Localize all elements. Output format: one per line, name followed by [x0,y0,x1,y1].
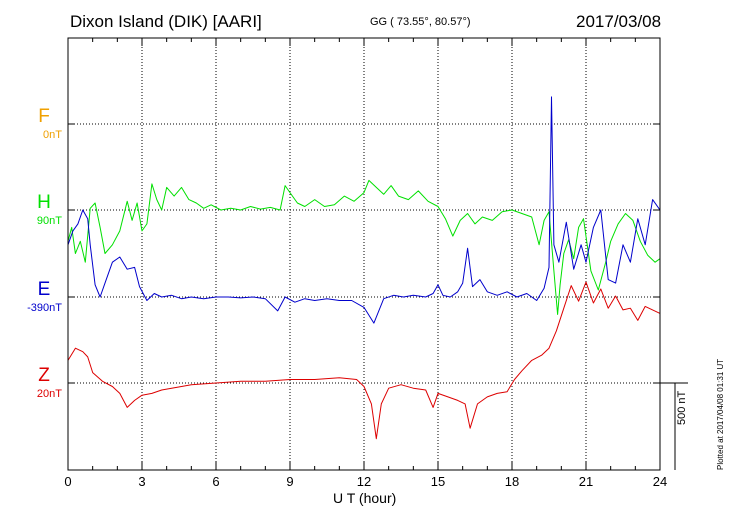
plotted-timestamp: Plotted at 2017/04/08 01:31 UT [716,358,725,470]
x-tick-label: 24 [652,474,668,489]
x-tick-label: 18 [504,474,520,489]
data-traces [67,96,661,440]
component-label-h: H [37,192,51,213]
geographic-coordinates: GG ( 73.55°, 80.57°) [370,16,471,28]
plot-date: 2017/03/08 [576,12,662,31]
baseline-label-h: 90nT [36,215,62,227]
x-tick-label: 6 [212,474,220,489]
baseline-label-f: 0nT [43,129,62,141]
station-title: Dixon Island (DIK) [AARI] [70,12,262,31]
axis-ticks [67,38,661,470]
component-label-f: F [38,106,50,127]
component-label-z: Z [38,365,50,386]
x-axis-label: U T (hour) [333,490,397,506]
scale-bar-label: 500 nT [676,390,688,425]
grid-lines [68,38,660,470]
trace-e [67,96,661,324]
x-tick-label: 9 [286,474,294,489]
x-tick-label: 12 [356,474,372,489]
x-tick-label: 15 [430,474,446,489]
x-tick-label: 21 [578,474,594,489]
baseline-label-z: 20nT [36,388,62,400]
x-tick-label: 3 [138,474,146,489]
x-tick-label: 0 [64,474,72,489]
baseline-label-e: -390nT [27,302,62,314]
trace-z [67,281,661,440]
component-label-e: E [37,279,51,300]
